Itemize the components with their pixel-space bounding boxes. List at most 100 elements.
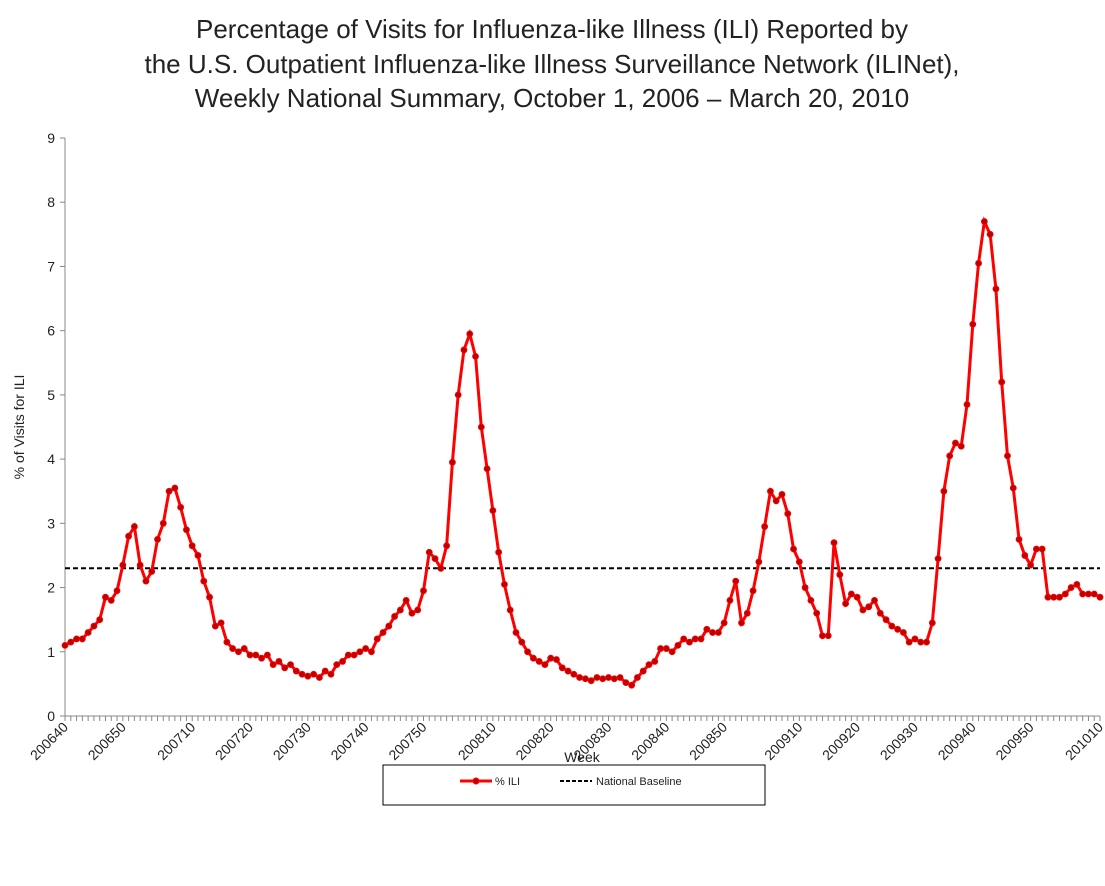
data-point (738, 619, 745, 627)
x-tick-label: 200840 (628, 719, 672, 763)
y-tick-label: 2 (47, 580, 55, 596)
data-point (691, 635, 699, 643)
data-point (188, 542, 196, 550)
x-axis-label: Week (564, 749, 601, 765)
data-point (529, 654, 537, 662)
data-point (576, 674, 584, 681)
data-point (414, 606, 422, 614)
data-point (327, 670, 335, 678)
data-point (258, 654, 265, 662)
data-point (772, 497, 780, 505)
data-point (657, 645, 664, 652)
x-tick-label: 200720 (212, 719, 256, 763)
data-point (350, 651, 358, 659)
data-point (957, 442, 965, 450)
data-point (1096, 593, 1104, 601)
data-point (581, 675, 589, 683)
y-axis-label: % of Visits for ILI (11, 375, 27, 480)
x-tick-label: 200750 (385, 719, 429, 763)
data-point (853, 593, 861, 601)
data-point (460, 346, 468, 354)
data-point (645, 661, 653, 669)
data-point (1050, 593, 1058, 601)
data-point (246, 651, 254, 659)
data-point (501, 580, 508, 588)
data-point (709, 629, 716, 636)
data-point (425, 548, 433, 556)
data-point (553, 656, 560, 663)
data-point (1021, 552, 1029, 559)
y-tick-label: 4 (47, 451, 55, 467)
data-point (610, 675, 618, 683)
data-point (304, 672, 312, 680)
data-point (235, 648, 242, 656)
data-point (651, 658, 659, 665)
data-point (587, 677, 595, 685)
data-point (217, 619, 225, 627)
data-point (1067, 584, 1075, 591)
data-point (356, 648, 364, 656)
data-point (339, 658, 346, 665)
data-point (148, 568, 156, 575)
x-tick-label: 200810 (455, 719, 499, 763)
data-point (963, 401, 971, 408)
data-point (1032, 545, 1040, 553)
y-tick-label: 5 (47, 387, 55, 403)
data-line (64, 216, 1101, 688)
chart-title: Weekly National Summary, October 1, 2006… (195, 83, 909, 113)
data-point (454, 391, 462, 399)
data-point (96, 616, 104, 624)
data-point (379, 629, 387, 636)
data-point (495, 548, 503, 556)
data-point (767, 487, 774, 495)
data-point (125, 532, 133, 540)
data-point (900, 629, 907, 636)
data-point (194, 552, 202, 559)
data-point (229, 645, 237, 652)
data-point (697, 635, 705, 643)
data-point (402, 597, 410, 604)
data-point (749, 587, 757, 595)
data-point (703, 625, 711, 633)
x-tick-label: 200930 (877, 719, 921, 763)
x-tick-label: 200910 (761, 719, 805, 763)
data-point (119, 561, 127, 569)
data-point (362, 645, 370, 652)
data-point (263, 651, 271, 659)
data-point (84, 629, 92, 636)
data-point (321, 667, 329, 675)
data-point (165, 487, 173, 495)
data-point (183, 526, 190, 534)
data-point (159, 519, 167, 527)
data-point (952, 439, 959, 447)
y-tick-label: 3 (47, 515, 55, 531)
data-point (795, 558, 803, 566)
data-point (67, 638, 75, 646)
data-point (443, 542, 451, 550)
data-point (842, 600, 849, 608)
data-point (778, 491, 786, 498)
data-point (662, 645, 670, 652)
data-point (211, 622, 219, 630)
data-point (986, 230, 994, 238)
data-point (743, 609, 751, 617)
data-point (275, 658, 283, 665)
data-point (1038, 545, 1046, 553)
data-point (824, 632, 832, 640)
data-point (1061, 590, 1069, 598)
data-point (928, 619, 936, 627)
legend-box (382, 764, 766, 806)
data-point (668, 648, 676, 656)
data-point (998, 378, 1006, 386)
legend-label: % ILI (495, 776, 520, 788)
data-point (1073, 580, 1081, 588)
data-point (599, 675, 607, 683)
data-point (558, 664, 566, 672)
data-point (298, 670, 306, 678)
data-point (801, 584, 809, 591)
data-point (905, 638, 913, 646)
data-point (940, 487, 948, 495)
data-point (674, 641, 682, 649)
